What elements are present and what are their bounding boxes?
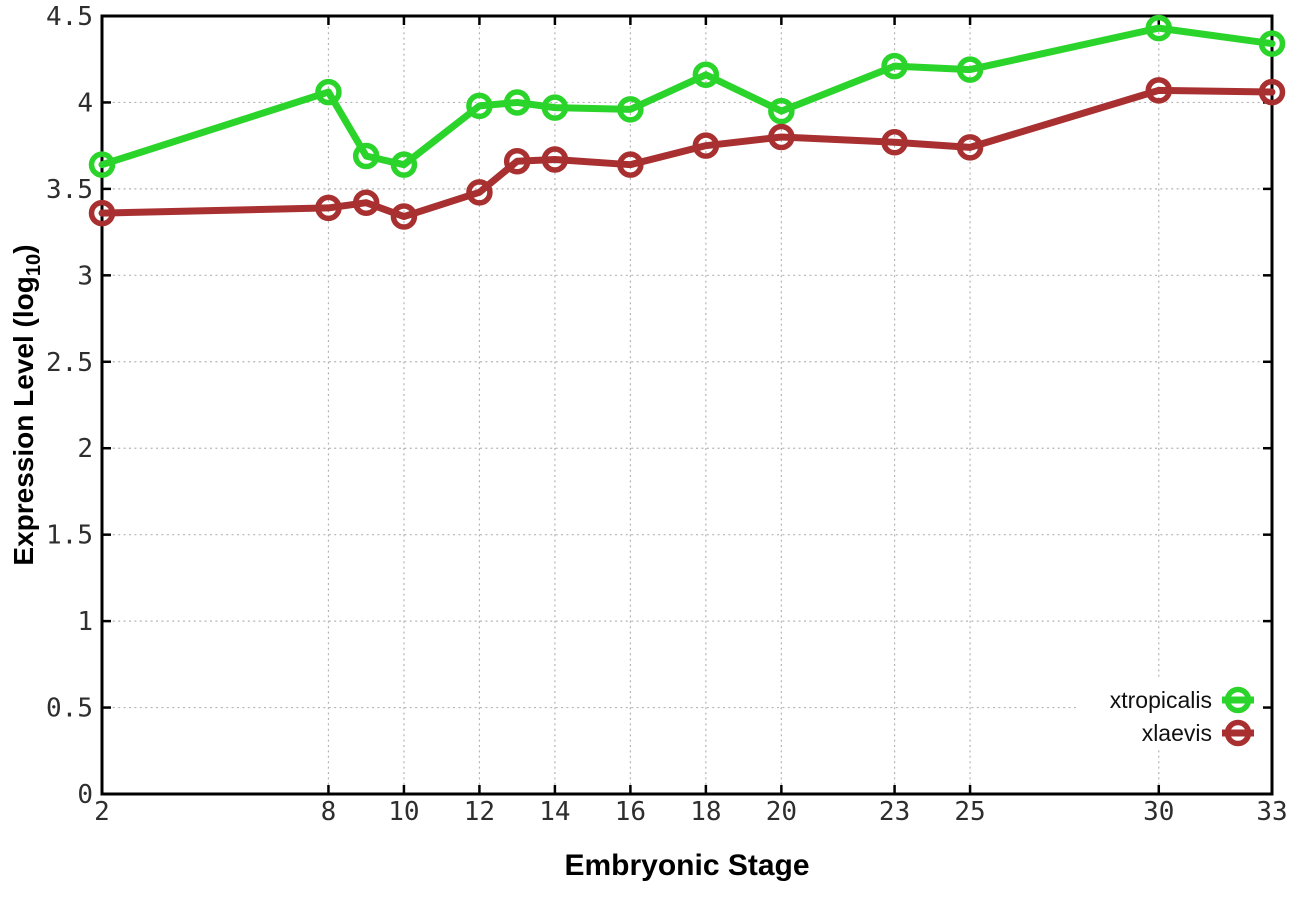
x-tick-label-25: 25: [954, 797, 985, 827]
series-xtropicalis-point: [956, 56, 984, 83]
series-xlaevis-point: [88, 199, 116, 227]
series-xlaevis-point: [503, 147, 531, 175]
series-xtropicalis-point: [315, 78, 342, 106]
series-xlaevis-point: [1145, 77, 1173, 104]
legend-marker-xlaevis: [1224, 719, 1252, 747]
series-xtropicalis-point: [1258, 30, 1286, 57]
series-xtropicalis-point: [88, 151, 116, 178]
series-xtropicalis-point: [352, 142, 380, 170]
series-xtropicalis-line: [98, 24, 1276, 169]
series-xtropicalis-point: [617, 96, 644, 123]
x-tick-label-33: 33: [1256, 797, 1287, 827]
series-xtropicalis-point: [503, 89, 531, 116]
legend-marker-xtropicalis: [1224, 686, 1252, 714]
x-tick-label-10: 10: [388, 797, 419, 827]
x-tick-label-8: 8: [321, 797, 337, 827]
series-xlaevis-point: [692, 132, 720, 159]
series-xtropicalis-point: [692, 61, 720, 89]
y-tick-label-0.5: 0.5: [46, 694, 93, 724]
series-xlaevis-point: [881, 128, 908, 156]
y-axis-title-subscript: 10: [22, 253, 45, 277]
y-tick-label-1.5: 1.5: [46, 521, 93, 551]
y-tick-label-4: 4: [77, 88, 93, 118]
y-tick-label-2: 2: [77, 434, 93, 464]
series-xlaevis-point: [768, 123, 795, 151]
series-xtropicalis-point: [466, 92, 493, 120]
series-xlaevis-point: [956, 134, 984, 161]
x-axis-title: Embryonic Stage: [564, 849, 810, 882]
series-xlaevis-point: [466, 179, 493, 206]
x-tick-label-20: 20: [766, 797, 797, 827]
legend-label-xtropicalis: xtropicalis: [1110, 687, 1212, 713]
y-axis-title-prefix: Expression Level (log: [8, 276, 40, 566]
series-xlaevis-point: [617, 151, 644, 178]
x-tick-label-12: 12: [464, 797, 495, 827]
series-xlaevis-point: [352, 189, 380, 216]
x-tick-label-16: 16: [615, 797, 646, 827]
series-xlaevis-point: [390, 203, 418, 230]
x-tick-label-23: 23: [879, 797, 910, 827]
x-tick-label-30: 30: [1143, 797, 1174, 827]
legend-label-xlaevis: xlaevis: [1142, 720, 1212, 746]
series-xlaevis-point: [541, 146, 569, 173]
x-tick-label-18: 18: [690, 797, 721, 827]
series-xtropicalis-point: [881, 52, 908, 80]
series-xtropicalis-point: [390, 151, 418, 178]
series-xtropicalis-point: [768, 97, 795, 125]
series-xlaevis-point: [315, 194, 342, 222]
y-tick-label-0: 0: [77, 780, 93, 810]
plot-border: [100, 14, 1274, 796]
series-xlaevis-point: [1258, 78, 1286, 106]
x-tick-label-14: 14: [539, 797, 570, 827]
y-tick-label-3: 3: [77, 261, 93, 291]
y-tick-label-2.5: 2.5: [46, 348, 93, 378]
series-xtropicalis-point: [1145, 14, 1173, 42]
y-axis-title-suffix: ): [8, 244, 40, 254]
y-tick-label-4.5: 4.5: [46, 2, 93, 32]
series-xtropicalis-point: [541, 94, 569, 121]
y-axis-title: Expression Level (log10): [8, 244, 46, 565]
y-tick-label-3.5: 3.5: [46, 175, 93, 205]
y-tick-label-1: 1: [77, 607, 93, 637]
x-tick-label-2: 2: [94, 797, 110, 827]
